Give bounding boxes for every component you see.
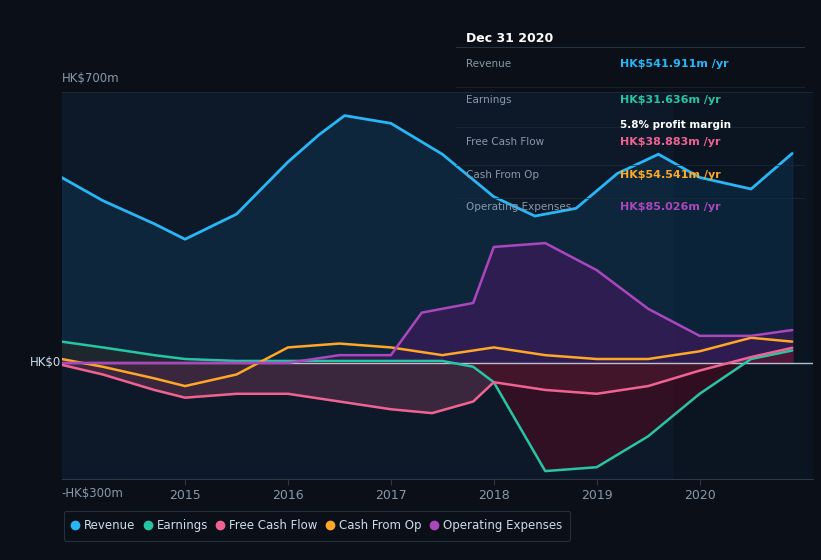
Text: 5.8% profit margin: 5.8% profit margin [620, 120, 731, 130]
Text: Operating Expenses: Operating Expenses [466, 202, 571, 212]
Text: HK$54.541m /yr: HK$54.541m /yr [620, 170, 720, 180]
Text: HK$0: HK$0 [30, 356, 61, 370]
Text: Earnings: Earnings [466, 95, 511, 105]
Text: Free Cash Flow: Free Cash Flow [466, 137, 544, 147]
Text: Dec 31 2020: Dec 31 2020 [466, 31, 553, 44]
Text: -HK$300m: -HK$300m [62, 487, 123, 500]
Text: HK$31.636m /yr: HK$31.636m /yr [620, 95, 720, 105]
Legend: Revenue, Earnings, Free Cash Flow, Cash From Op, Operating Expenses: Revenue, Earnings, Free Cash Flow, Cash … [64, 511, 570, 540]
Text: Revenue: Revenue [466, 59, 511, 69]
Text: HK$700m: HK$700m [62, 72, 119, 85]
Bar [674, 92, 813, 479]
Text: HK$85.026m /yr: HK$85.026m /yr [620, 202, 720, 212]
Text: Cash From Op: Cash From Op [466, 170, 539, 180]
Text: HK$38.883m /yr: HK$38.883m /yr [620, 137, 720, 147]
Text: HK$541.911m /yr: HK$541.911m /yr [620, 59, 728, 69]
